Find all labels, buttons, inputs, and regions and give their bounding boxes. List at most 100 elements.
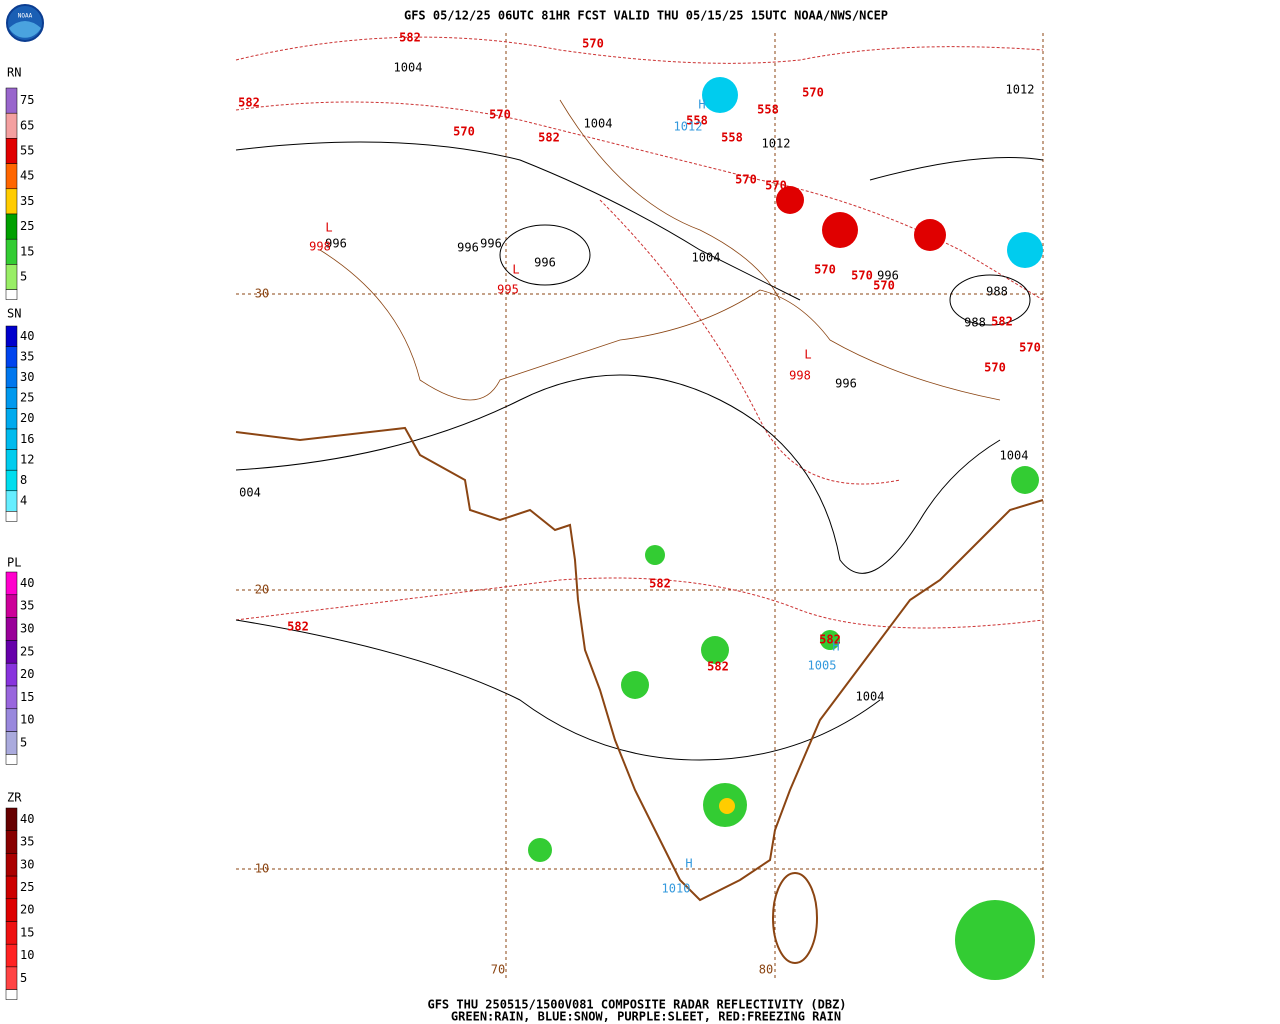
legend-tick: 40: [20, 576, 34, 590]
legend-tick: 40: [20, 329, 34, 343]
low-value: 998: [789, 369, 811, 383]
legend-swatch: [5, 163, 18, 190]
height-label: 570: [765, 179, 787, 193]
isobar-label: 988: [964, 316, 986, 330]
grid-label: 70: [491, 963, 505, 977]
low-symbol: L: [804, 348, 811, 362]
legend-swatch: [5, 662, 18, 687]
height-label: 582: [819, 633, 841, 647]
isobar-label: 1004: [692, 251, 721, 265]
legend-tick: 15: [20, 244, 34, 258]
legend-tick: 10: [20, 948, 34, 962]
legend-swatch: [5, 325, 18, 347]
legend-swatch: [5, 830, 18, 854]
legend-tick: 15: [20, 925, 34, 939]
isobar-label: 996: [534, 256, 556, 270]
isobar-label: 1012: [762, 137, 791, 151]
height-label: 582: [238, 96, 260, 110]
low-value: 998: [309, 240, 331, 254]
legend-tick: 12: [20, 452, 34, 466]
legend-tick: 16: [20, 432, 34, 446]
height-contours: [235, 36, 1044, 629]
legend-swatch: [5, 685, 18, 710]
height-label: 582: [538, 131, 560, 145]
logo-text: NOAA: [18, 13, 33, 20]
isobar-label: 996: [457, 241, 479, 255]
borders: [319, 99, 1001, 401]
grid-label: 30: [255, 287, 269, 301]
height-label: 582: [707, 660, 729, 674]
height-label: 570: [851, 269, 873, 283]
grid-label: 10: [255, 862, 269, 876]
isobar-label: 988: [986, 285, 1008, 299]
isobar-label: 1012: [1006, 83, 1035, 97]
high-value: 1010: [662, 882, 691, 896]
legend-swatch: [5, 853, 18, 877]
legend-swatch: [5, 921, 18, 945]
high-symbol: H: [685, 857, 692, 871]
legend-swatch: [5, 112, 18, 139]
legend-swatch: [5, 213, 18, 240]
legend-swatch: [5, 594, 18, 618]
legend-swatch: [5, 617, 18, 641]
height-label: 570: [814, 263, 836, 277]
legend-tick: 30: [20, 370, 34, 384]
legend-swatch: [5, 264, 18, 290]
legend-tick: 40: [20, 812, 34, 826]
legend-swatch: [5, 511, 18, 522]
isobar-label: 996: [325, 237, 347, 251]
legend-swatch: [5, 989, 18, 1000]
grid-label: 20: [255, 583, 269, 597]
legend-swatch: [5, 875, 18, 900]
legend-tick: 35: [20, 835, 34, 849]
legend-swatch: [5, 966, 18, 990]
legend-tick: 5: [20, 270, 27, 284]
legend-tick: 5: [20, 971, 27, 985]
isobar-label: 1004: [856, 690, 885, 704]
legend-tick: 30: [20, 622, 34, 636]
legend-tick: 30: [20, 857, 34, 871]
height-label: 570: [802, 86, 824, 100]
height-label: 558: [721, 131, 743, 145]
lat-lon-grid: [236, 33, 1044, 978]
legend-tick: 10: [20, 713, 34, 727]
legend-tick: 25: [20, 644, 34, 658]
isobar-label: 996: [835, 377, 857, 391]
high-symbol: H: [698, 98, 705, 112]
legend-tick: 25: [20, 219, 34, 233]
legend-swatch: [5, 408, 18, 430]
legend-tick: 35: [20, 194, 34, 208]
footer-line1: GFS THU 250515/1500V081 COMPOSITE RADAR …: [427, 998, 846, 1012]
height-label: 570: [453, 125, 475, 139]
legend-swatch: [5, 387, 18, 409]
legend-tick: 20: [20, 411, 34, 425]
isobar-label: 1004: [394, 61, 423, 75]
legend-title: RN: [7, 66, 21, 80]
legend-swatch: [5, 754, 18, 765]
legend-swatch: [5, 346, 18, 368]
legend-title: PL: [7, 556, 21, 570]
legend-tick: 45: [20, 169, 34, 183]
legend-tick: 4: [20, 494, 27, 508]
legend-swatch: [5, 898, 18, 922]
legend-swatch: [5, 289, 18, 300]
height-label: 570: [735, 173, 757, 187]
low-value: 995: [497, 283, 519, 297]
legend-swatch: [5, 366, 18, 389]
legend-tick: 35: [20, 349, 34, 363]
legend-swatch: [5, 708, 18, 732]
legend-tick: 25: [20, 391, 34, 405]
high-value: 1012: [674, 120, 703, 134]
legend-swatch: [5, 807, 18, 831]
height-label: 582: [287, 620, 309, 634]
legend-swatch: [5, 428, 18, 450]
low-symbol: L: [512, 263, 519, 277]
legend-swatch: [5, 449, 18, 471]
legend-swatch: [5, 87, 18, 114]
height-label: 570: [489, 108, 511, 122]
legend-swatch: [5, 238, 18, 265]
height-label: 558: [757, 103, 779, 117]
